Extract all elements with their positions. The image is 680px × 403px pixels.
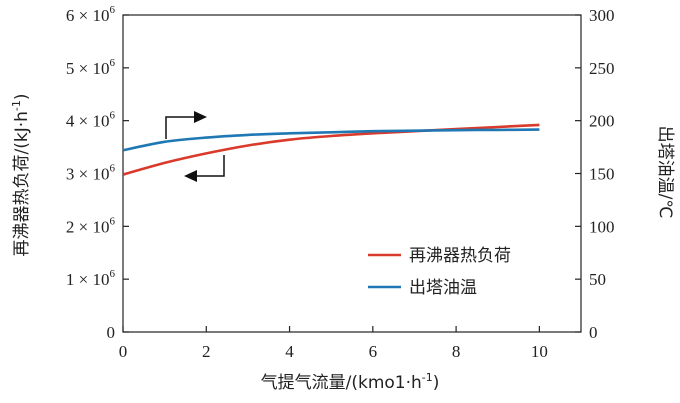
y-left-tick-label: 6 × 106 — [66, 4, 116, 25]
y-right-tick-label: 50 — [589, 270, 606, 289]
x-tick-label: 0 — [119, 342, 128, 361]
y-left-axis-title: 再沸器热负荷/(kJ·h-1) — [10, 93, 32, 256]
y-right-axis-title: 出塔油温/℃ — [655, 126, 675, 219]
legend: 再沸器热负荷 出塔油温 — [368, 246, 511, 298]
x-tick-label: 10 — [531, 342, 548, 361]
y-left-tick-label: 5 × 106 — [66, 57, 116, 78]
legend-label-reboiler: 再沸器热负荷 — [409, 246, 511, 266]
y-left-tick-label: 3 × 106 — [66, 163, 116, 184]
y-right-tick-label: 100 — [589, 217, 615, 236]
y-left-tick-label: 0 — [107, 323, 116, 342]
series-line-oil-temperature — [122, 128, 540, 152]
y-right-tick-label: 200 — [589, 112, 615, 131]
series-lines — [122, 123, 540, 176]
arrow-right-icon — [165, 111, 207, 139]
x-ticks: 0 2 4 6 8 10 — [119, 326, 548, 361]
y-right-ticks: 0 50 100 150 200 250 300 — [575, 6, 615, 342]
y-left-ticks: 0 1 × 106 2 × 106 3 × 106 4 × 106 5 × 106 6 × … — [66, 4, 129, 342]
y-right-tick-label: 0 — [589, 323, 598, 342]
y-right-tick-label: 150 — [589, 165, 615, 184]
y-left-tick-label: 1 × 106 — [66, 268, 116, 289]
y-left-tick-label: 2 × 106 — [66, 215, 116, 236]
x-tick-label: 8 — [452, 342, 461, 361]
x-tick-label: 4 — [285, 342, 294, 361]
y-right-tick-label: 300 — [589, 6, 615, 25]
legend-label-oil-temp: 出塔油温 — [409, 278, 477, 298]
x-tick-label: 6 — [369, 342, 378, 361]
x-axis-title: 气提气流量/(kmo1·h-1) — [261, 371, 440, 393]
arrow-left-icon — [184, 155, 225, 182]
y-right-tick-label: 250 — [589, 59, 615, 78]
x-tick-label: 2 — [202, 342, 211, 361]
series-line-reboiler-duty — [122, 123, 540, 176]
y-left-tick-label: 4 × 106 — [66, 110, 116, 131]
